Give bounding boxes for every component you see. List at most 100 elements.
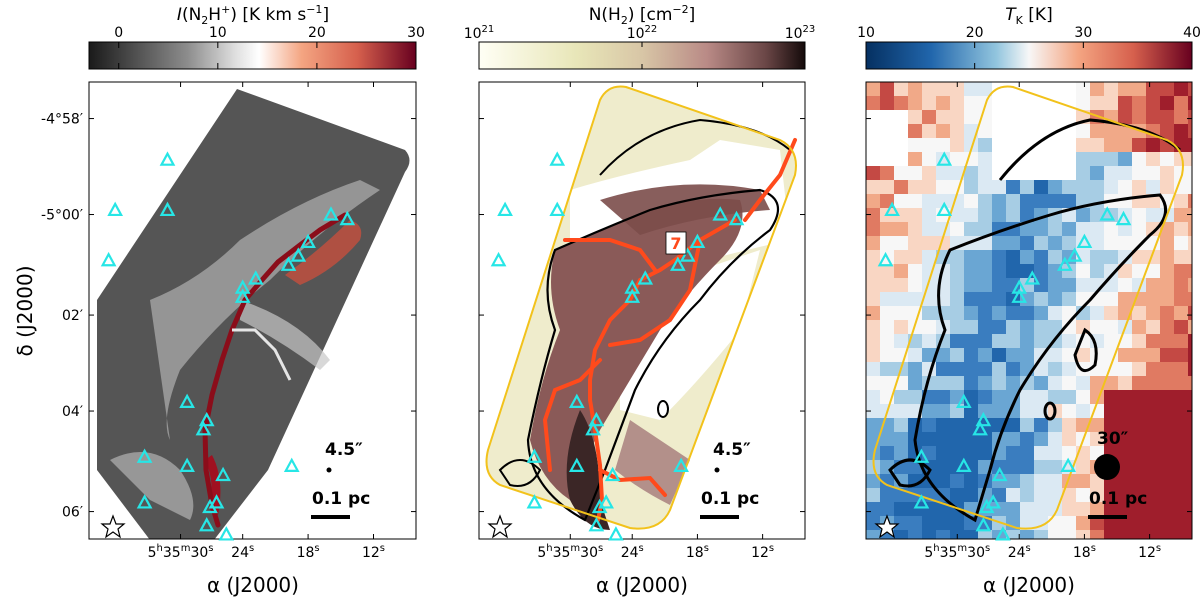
tk-pixel	[1160, 152, 1174, 166]
tk-pixel	[1076, 138, 1090, 152]
yso-triangle-icon	[670, 256, 686, 271]
tk-pixel	[1048, 180, 1062, 194]
tk-pixel	[1174, 264, 1188, 278]
tk-contour	[1073, 327, 1098, 373]
yso-triangle-icon	[936, 151, 953, 166]
tk-pixel	[1048, 362, 1062, 376]
tk-pixel	[908, 502, 922, 516]
tk-pixel	[1118, 502, 1132, 516]
tk-pixel	[1048, 278, 1062, 292]
n2h-filament-bright	[205, 455, 221, 515]
tk-pixel	[1146, 180, 1160, 194]
tk-pixel	[1174, 418, 1188, 432]
tk-pixel	[1104, 152, 1118, 166]
nh2-contour	[657, 400, 669, 418]
tk-pixel	[1048, 516, 1062, 530]
tk-pixel	[880, 278, 894, 292]
tk-pixel	[1132, 320, 1146, 334]
tk-pixel	[880, 194, 894, 208]
tk-pixel	[1090, 152, 1104, 166]
tk-pixel	[1090, 530, 1104, 539]
tk-pixel	[1188, 82, 1192, 96]
tk-pixel	[1146, 404, 1160, 418]
tk-pixel	[978, 208, 992, 222]
tk-pixel	[908, 292, 922, 306]
tk-pixel	[1146, 474, 1160, 488]
tk-pixel	[1146, 264, 1160, 278]
tk-pixel	[950, 516, 964, 530]
tk-pixel	[978, 124, 992, 138]
tk-pixel	[964, 530, 978, 539]
tk-pixel	[1160, 278, 1174, 292]
tk-pixel	[950, 376, 964, 390]
tk-pixel	[1034, 390, 1048, 404]
yso-triangle-icon	[598, 494, 614, 509]
tk-pixel	[1146, 334, 1160, 348]
tk-pixel	[1160, 180, 1174, 194]
tk-pixel	[922, 194, 936, 208]
tk-pixel	[922, 138, 936, 152]
tk-pixel	[992, 362, 1006, 376]
tk-pixel	[1062, 418, 1076, 432]
tk-pixel	[880, 180, 894, 194]
yso-triangle-icon	[913, 448, 930, 463]
tk-pixel	[1160, 474, 1174, 488]
beam-marker	[1094, 454, 1120, 480]
tk-pixel	[1174, 460, 1188, 474]
tk-pixel	[1020, 446, 1034, 460]
beam-label: 4.5″	[325, 440, 363, 460]
tk-pixel	[1174, 516, 1188, 530]
tk-pixel	[1020, 250, 1034, 264]
tk-contour	[888, 458, 932, 488]
tk-pixel	[922, 306, 936, 320]
yso-triangle-icon	[884, 201, 900, 217]
tk-pixel	[1020, 516, 1034, 530]
tk-pixel	[1160, 250, 1174, 264]
tk-pixel	[1174, 362, 1188, 376]
tk-pixel	[1160, 124, 1174, 138]
tk-pixel	[1188, 502, 1192, 516]
tk-pixel	[866, 292, 880, 306]
yso-triangle-icon	[215, 466, 231, 482]
tk-pixel	[1048, 530, 1062, 539]
tk-pixel	[936, 82, 950, 96]
tk-pixel	[936, 166, 950, 180]
tk-contour	[1043, 401, 1057, 421]
tk-pixel	[1160, 292, 1174, 306]
tk-pixel	[908, 222, 922, 236]
tk-pixel	[1104, 516, 1118, 530]
tk-pixel	[1076, 516, 1090, 530]
tk-pixel	[978, 222, 992, 236]
tk-pixel	[1020, 320, 1034, 334]
tk-pixel	[908, 516, 922, 530]
tk-pixel	[1048, 460, 1062, 474]
tk-pixel	[894, 82, 908, 96]
tk-pixel	[1118, 110, 1132, 124]
tk-pixel	[908, 124, 922, 138]
fiber-label-box	[665, 231, 687, 255]
tk-pixel	[1006, 460, 1020, 474]
tk-pixel	[964, 124, 978, 138]
tk-pixel	[992, 376, 1006, 390]
tk-pixel	[1160, 432, 1174, 446]
tk-pixel	[1034, 530, 1048, 539]
tk-pixel	[1188, 516, 1192, 530]
tk-pixel	[978, 166, 992, 180]
yso-triangle-icon	[549, 151, 566, 166]
tk-pixel	[1048, 292, 1062, 306]
tk-pixel	[1076, 264, 1090, 278]
tk-pixel	[1146, 306, 1160, 320]
tk-pixel	[978, 264, 992, 278]
tk-pixel	[1062, 180, 1076, 194]
tk-pixel	[1020, 502, 1034, 516]
tk-pixel	[1146, 432, 1160, 446]
tk-pixel	[1090, 124, 1104, 138]
tk-pixel	[1118, 180, 1132, 194]
tk-pixel	[1090, 306, 1104, 320]
yso-triangle-icon	[159, 151, 176, 166]
tk-pixel	[964, 432, 978, 446]
tk-pixel	[978, 250, 992, 264]
tk-pixel	[950, 362, 964, 376]
yso-triangle-icon	[972, 421, 988, 436]
tk-pixel	[866, 264, 880, 278]
